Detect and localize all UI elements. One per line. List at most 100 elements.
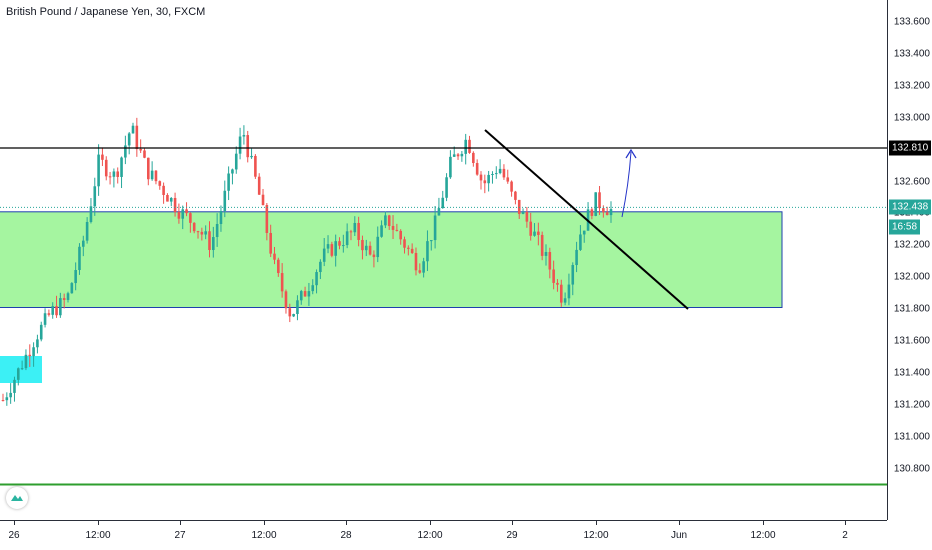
time-tick-label: 29 [506,530,518,541]
candle-body-down [116,171,120,177]
candle-body-up [227,173,230,191]
candle-body-down [1,400,5,402]
price-chart[interactable] [0,0,887,520]
candle-body-up [464,139,467,154]
candle-body-down [590,209,594,216]
candle-body-down [158,181,162,186]
candle-body-up [51,306,55,315]
candle-body-down [598,192,601,209]
candle-body-down [368,245,372,255]
candle-body-up [120,157,123,177]
candle-body-up [127,133,131,146]
candle-body-down [399,230,402,240]
axis-corner [887,520,932,550]
price-tick-label: 131.400 [893,367,930,379]
candle-body-down [189,213,192,223]
time-tick-mark [512,521,513,525]
candle-body-up [437,208,441,216]
time-tick-mark [346,521,347,525]
candle-body-down [479,174,483,181]
candle-body-down [177,211,181,219]
time-tick-label: 12:00 [417,530,443,541]
candle-body-up [319,261,322,273]
candle-body-down [143,150,146,158]
last-price-tag: 132.438 [889,199,932,215]
candle-body-up [74,270,77,284]
price-tick-label: 132.600 [893,176,930,187]
chart-plot-area[interactable]: British Pound / Japanese Yen, 30, FXCM [0,0,887,520]
candle-body-down [540,234,544,256]
symbol-title[interactable]: British Pound / Japanese Yen, 30, FXCM [6,6,206,18]
candle-body-down [265,205,269,233]
candle-body-up [521,211,525,214]
candle-body-up [242,135,246,137]
candle-body-down [403,239,406,248]
price-tick-label: 131.800 [893,303,930,315]
candle-body-up [82,240,85,247]
candle-body-up [234,153,238,170]
candle-body-up [292,314,295,317]
time-tick-label: 12:00 [251,530,277,541]
candle-body-down [273,253,276,260]
price-tick-label: 133.000 [893,112,930,124]
candle-body-up [322,248,326,262]
candle-body-down [254,155,257,177]
candle-body-up [533,231,536,236]
candle-body-up [169,197,173,202]
candle-body-up [250,155,253,158]
candle-body-up [544,252,548,256]
candle-body-up [5,397,9,401]
price-tick-label: 133.200 [893,80,930,92]
candle-body-up [326,244,330,249]
candle-body-down [269,232,272,254]
time-tick-mark [763,521,764,525]
candle-body-down [483,180,487,184]
projection-arrow-head [625,148,637,159]
time-axis[interactable]: 26 12:00 27 12:00 28 12:00 29 12:00 Jun 12:00 2 [0,520,887,550]
price-tick-label: 131.000 [893,431,930,443]
candle-body-down [418,270,422,273]
candle-body-up [441,197,445,209]
price-tick-label: 133.400 [893,48,930,60]
candle-body-up [567,284,571,299]
projection-arrow [621,151,632,218]
price-tick-label: 131.600 [893,335,930,347]
candle-body-up [422,261,425,273]
candle-body-up [376,236,380,258]
candle-body-up [219,211,223,225]
price-axis[interactable]: 133.600133.400133.200133.000132.800132.6… [887,0,932,520]
candle-body-down [280,273,284,292]
price-tick-label: 132.000 [893,271,930,283]
candle-body-up [299,291,303,301]
candle-body-up [204,231,207,235]
candle-body-down [410,248,414,253]
candle-body-down [552,269,555,283]
candle-body-down [559,284,563,303]
candle-body-down [135,125,139,150]
candle-body-up [491,173,494,175]
candle-body-down [101,154,104,160]
candle-body-down [173,197,177,212]
candle-body-down [55,306,58,316]
candle-body-down [261,194,265,206]
candle-body-down [200,231,204,235]
time-tick-mark [596,521,597,525]
candle-body-up [380,225,383,237]
candle-body-up [429,240,433,242]
candle-body-up [16,368,20,380]
candle-body-down [602,208,605,213]
candle-body-up [498,168,502,174]
candle-body-down [525,211,529,222]
candle-body-down [284,291,288,309]
candle-body-down [506,177,510,182]
tradingview-logo-icon[interactable] [6,487,28,509]
candle-body-up [487,174,490,184]
price-tick-label: 130.800 [893,463,930,475]
candle-body-down [162,185,165,195]
candle-body-down [391,225,395,230]
candle-body-up [433,215,437,241]
candle-body-down [166,194,169,202]
candle-body-up [66,293,70,300]
time-tick-label: 2 [842,530,848,541]
